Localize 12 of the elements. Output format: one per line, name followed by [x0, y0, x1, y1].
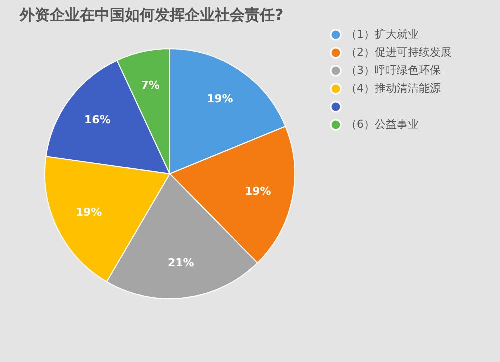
legend-label: （4）推动清洁能源 — [346, 82, 441, 95]
data-label: 19% — [244, 185, 272, 198]
legend-label: （6）公益事业 — [346, 118, 419, 131]
data-label: 19% — [206, 92, 234, 106]
data-label: 19% — [76, 206, 102, 220]
chart-title: 外资企业在中国如何发挥企业社会责任? — [19, 6, 284, 24]
legend-label: （3）呼吁绿色环保 — [346, 64, 441, 77]
data-label: 7% — [141, 79, 160, 92]
legend-label: （1）扩大就业 — [346, 28, 419, 41]
data-label: 16% — [84, 113, 111, 126]
data-label: 21% — [168, 256, 194, 270]
legend-label: （2）促进可持续发展 — [346, 46, 452, 59]
